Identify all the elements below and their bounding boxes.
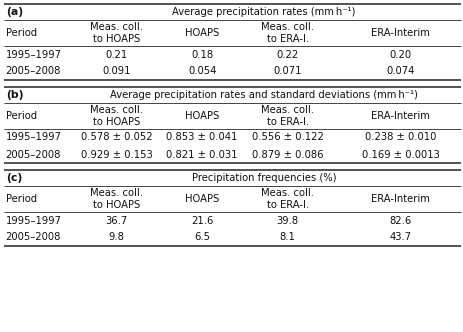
Text: Meas. coll.
to ERA-I.: Meas. coll. to ERA-I. <box>261 188 314 210</box>
Text: Average precipitation rates (mm h⁻¹): Average precipitation rates (mm h⁻¹) <box>172 7 356 17</box>
Text: 0.054: 0.054 <box>188 66 216 76</box>
Text: (a): (a) <box>6 7 23 17</box>
Text: 2005–2008: 2005–2008 <box>6 66 61 76</box>
Text: (b): (b) <box>6 90 23 100</box>
Text: 2005–2008: 2005–2008 <box>6 149 61 159</box>
Text: Meas. coll.
to HOAPS: Meas. coll. to HOAPS <box>90 188 143 210</box>
Text: 0.879 ± 0.086: 0.879 ± 0.086 <box>252 149 324 159</box>
Text: 0.578 ± 0.052: 0.578 ± 0.052 <box>81 132 152 142</box>
Text: ERA-Interim: ERA-Interim <box>371 28 430 38</box>
Text: Meas. coll.
to ERA-I.: Meas. coll. to ERA-I. <box>261 105 314 127</box>
Text: Period: Period <box>6 28 37 38</box>
Text: 0.21: 0.21 <box>105 49 128 59</box>
Text: 21.6: 21.6 <box>191 215 213 225</box>
Text: ERA-Interim: ERA-Interim <box>371 111 430 121</box>
Text: 82.6: 82.6 <box>389 215 412 225</box>
Text: HOAPS: HOAPS <box>185 111 219 121</box>
Text: Period: Period <box>6 111 37 121</box>
Text: 1995–1997: 1995–1997 <box>6 215 62 225</box>
Text: 0.071: 0.071 <box>274 66 302 76</box>
Text: 0.22: 0.22 <box>276 49 299 59</box>
Text: 0.821 ± 0.031: 0.821 ± 0.031 <box>166 149 238 159</box>
Text: 0.238 ± 0.010: 0.238 ± 0.010 <box>365 132 436 142</box>
Text: 39.8: 39.8 <box>277 215 299 225</box>
Text: 0.091: 0.091 <box>102 66 131 76</box>
Text: HOAPS: HOAPS <box>185 28 219 38</box>
Text: Meas. coll.
to HOAPS: Meas. coll. to HOAPS <box>90 22 143 44</box>
Text: HOAPS: HOAPS <box>185 194 219 204</box>
Text: Precipitation frequencies (%): Precipitation frequencies (%) <box>192 173 336 183</box>
Text: 1995–1997: 1995–1997 <box>6 132 62 142</box>
Text: 1995–1997: 1995–1997 <box>6 49 62 59</box>
Text: 0.929 ± 0.153: 0.929 ± 0.153 <box>81 149 152 159</box>
Text: ERA-Interim: ERA-Interim <box>371 194 430 204</box>
Text: (c): (c) <box>6 173 22 183</box>
Text: Period: Period <box>6 194 37 204</box>
Text: 6.5: 6.5 <box>194 232 210 242</box>
Text: Meas. coll.
to ERA-I.: Meas. coll. to ERA-I. <box>261 22 314 44</box>
Text: 0.556 ± 0.122: 0.556 ± 0.122 <box>252 132 324 142</box>
Text: Average precipitation rates and standard deviations (mm h⁻¹): Average precipitation rates and standard… <box>110 90 418 100</box>
Text: 0.20: 0.20 <box>389 49 412 59</box>
Text: 9.8: 9.8 <box>108 232 125 242</box>
Text: Meas. coll.
to HOAPS: Meas. coll. to HOAPS <box>90 105 143 127</box>
Text: 36.7: 36.7 <box>105 215 128 225</box>
Text: 0.169 ± 0.0013: 0.169 ± 0.0013 <box>362 149 439 159</box>
Text: 43.7: 43.7 <box>389 232 412 242</box>
Text: 0.074: 0.074 <box>386 66 415 76</box>
Text: 8.1: 8.1 <box>280 232 296 242</box>
Text: 2005–2008: 2005–2008 <box>6 232 61 242</box>
Text: 0.853 ± 0.041: 0.853 ± 0.041 <box>166 132 238 142</box>
Text: 0.18: 0.18 <box>191 49 213 59</box>
